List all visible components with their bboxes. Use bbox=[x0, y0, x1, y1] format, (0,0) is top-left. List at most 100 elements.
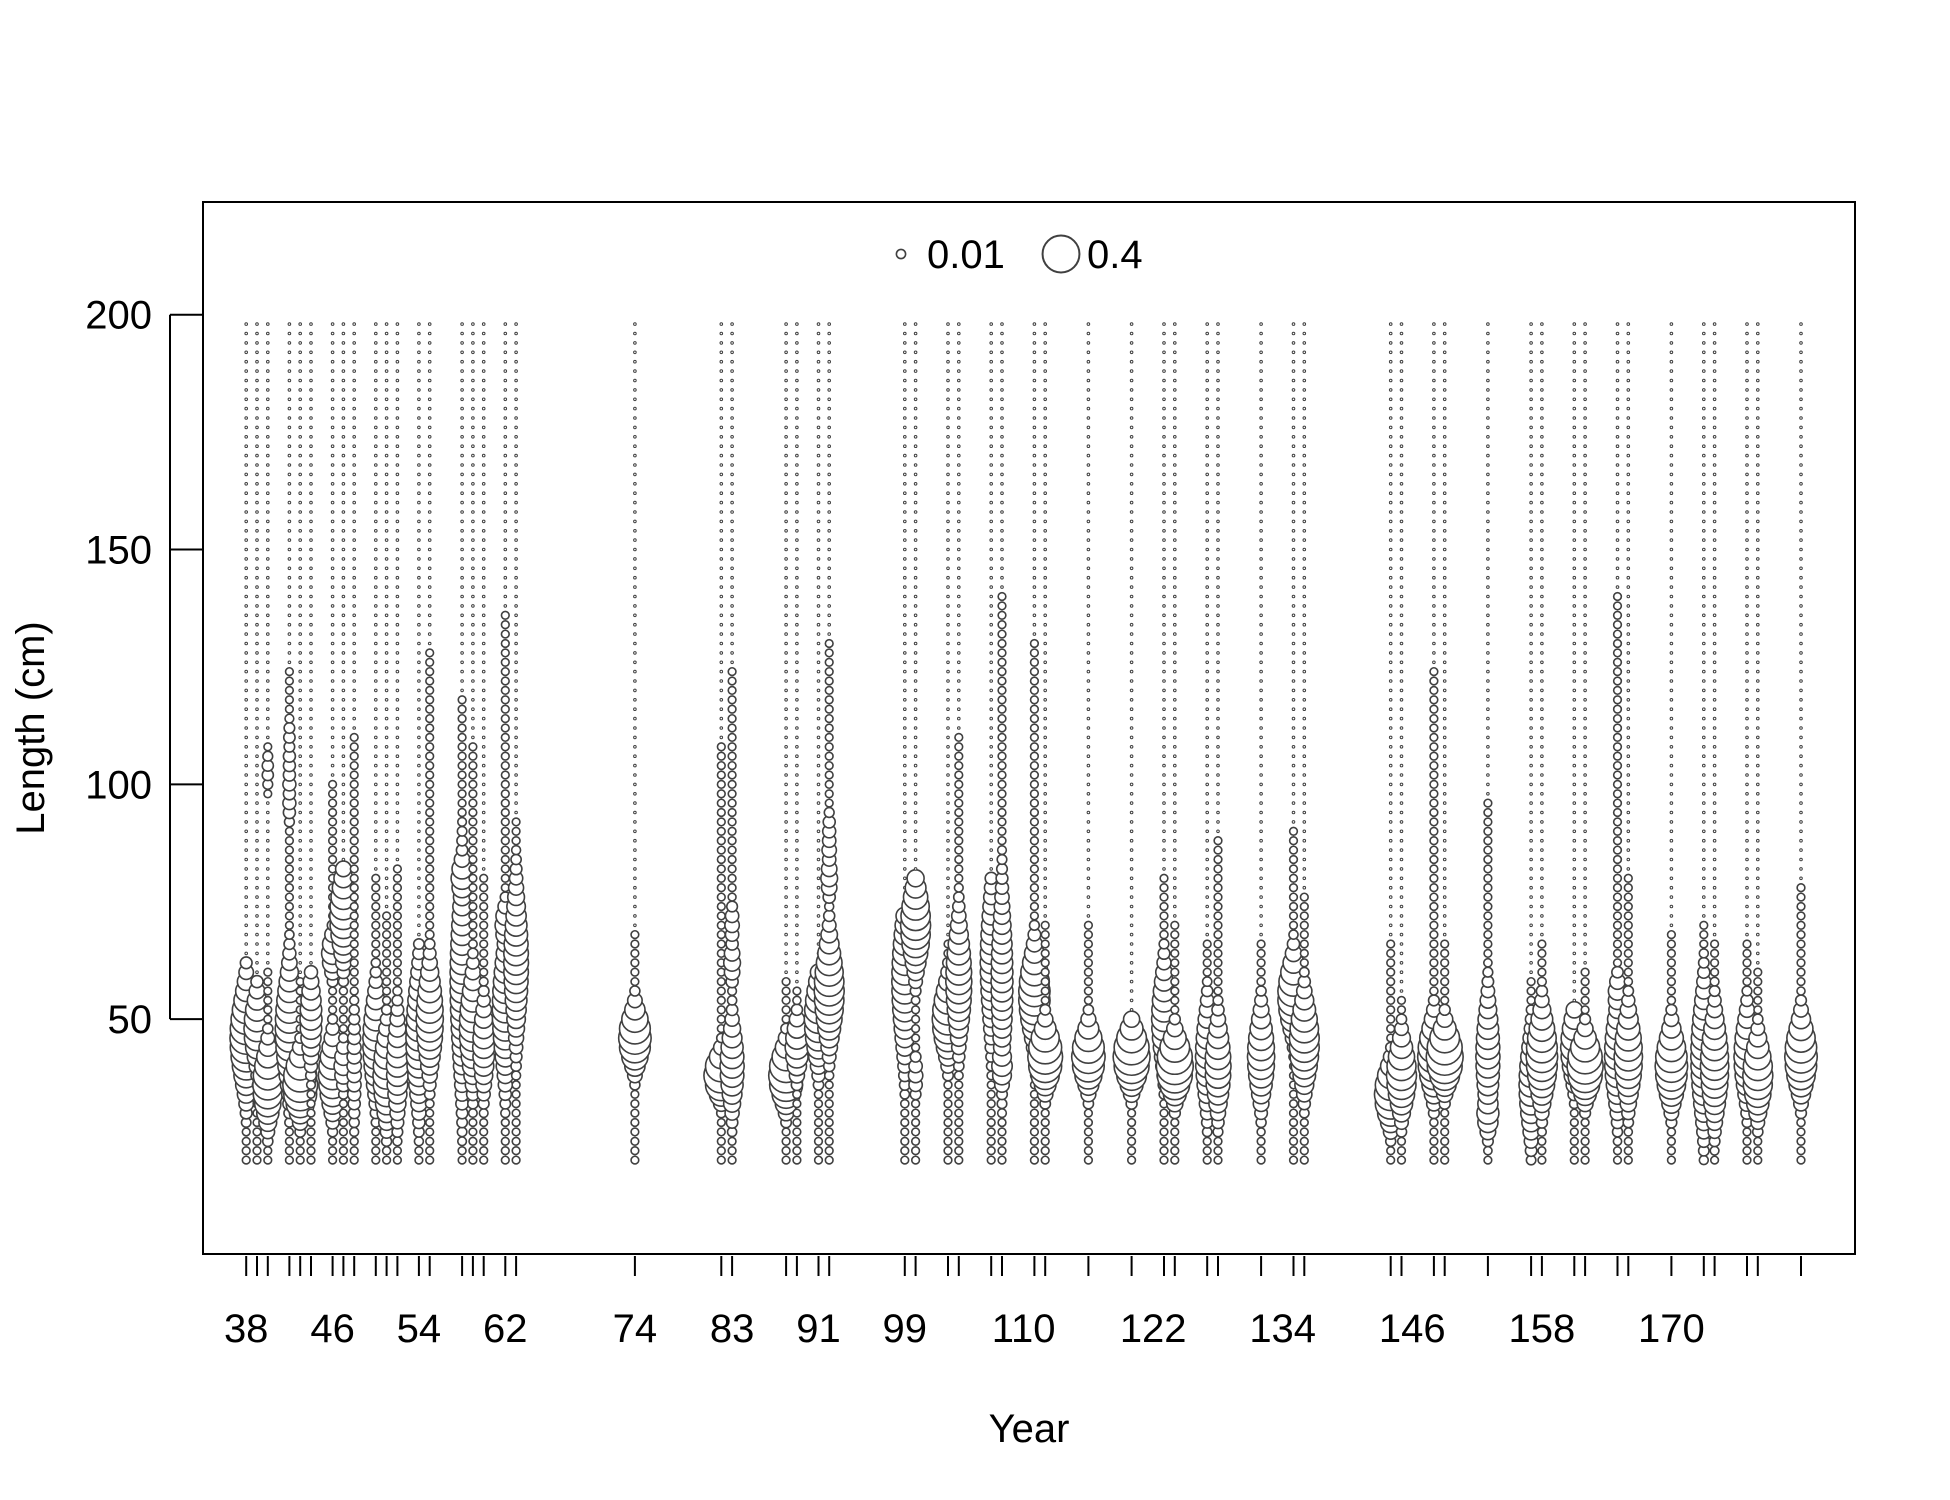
bubble bbox=[1288, 1108, 1299, 1118]
bubble bbox=[427, 359, 432, 364]
bubble bbox=[1288, 892, 1299, 902]
bubble bbox=[792, 1099, 802, 1109]
bubble bbox=[1529, 538, 1533, 542]
bubble bbox=[427, 378, 432, 383]
bubble bbox=[384, 857, 389, 862]
bubble bbox=[784, 932, 788, 937]
bubble bbox=[989, 782, 994, 787]
bubble bbox=[266, 435, 270, 439]
bubble bbox=[1205, 613, 1209, 618]
bubble bbox=[255, 716, 259, 721]
bubble bbox=[295, 1146, 305, 1156]
bubble bbox=[384, 716, 389, 721]
bubble bbox=[1259, 369, 1263, 373]
bubble bbox=[1162, 707, 1166, 712]
bubble bbox=[827, 416, 832, 420]
bubble bbox=[1669, 679, 1674, 683]
bubble bbox=[395, 378, 400, 383]
bubble bbox=[1483, 873, 1493, 883]
bubble bbox=[244, 397, 248, 402]
bubble bbox=[1083, 976, 1094, 987]
bubble bbox=[1486, 491, 1490, 496]
bubble bbox=[1529, 829, 1533, 834]
bubble bbox=[1540, 359, 1544, 364]
bubble bbox=[946, 416, 950, 420]
bubble bbox=[989, 425, 994, 430]
bubble bbox=[1388, 838, 1393, 843]
bubble bbox=[338, 1155, 349, 1165]
bubble bbox=[1529, 547, 1533, 552]
bubble bbox=[500, 638, 510, 649]
bubble bbox=[460, 406, 464, 411]
bubble bbox=[1302, 651, 1307, 655]
bubble bbox=[266, 895, 270, 899]
bubble bbox=[1537, 1136, 1547, 1146]
bubble bbox=[514, 463, 518, 467]
bubble bbox=[1572, 698, 1577, 702]
bubble bbox=[309, 359, 313, 364]
bubble bbox=[1086, 726, 1091, 730]
bubble bbox=[481, 773, 486, 777]
bubble bbox=[1540, 829, 1544, 834]
bubble bbox=[468, 770, 478, 780]
bubble bbox=[946, 472, 950, 477]
bubble bbox=[1000, 566, 1004, 571]
bubble bbox=[1083, 958, 1094, 968]
bubble bbox=[1043, 669, 1047, 674]
bubble bbox=[989, 491, 994, 496]
bubble bbox=[903, 669, 907, 674]
bubble bbox=[630, 939, 640, 949]
bubble bbox=[1540, 651, 1544, 655]
bubble bbox=[287, 472, 292, 477]
bubble bbox=[1572, 529, 1577, 533]
bubble bbox=[1302, 378, 1307, 383]
bubble bbox=[1626, 810, 1631, 815]
bubble bbox=[909, 1050, 922, 1063]
bubble bbox=[1216, 594, 1220, 599]
bubble bbox=[816, 350, 821, 355]
bubble bbox=[946, 669, 950, 674]
bubble bbox=[913, 726, 918, 730]
bubble bbox=[957, 463, 961, 467]
bubble bbox=[716, 1127, 726, 1137]
bubble bbox=[1583, 951, 1587, 956]
bubble bbox=[1162, 632, 1166, 636]
bubble bbox=[503, 575, 508, 580]
bubble bbox=[1259, 857, 1263, 862]
bubble bbox=[427, 388, 432, 392]
bubble bbox=[1572, 735, 1577, 740]
bubble bbox=[1162, 350, 1166, 355]
bubble bbox=[341, 754, 346, 759]
bubble bbox=[946, 491, 950, 496]
bubble bbox=[1432, 575, 1436, 580]
bubble bbox=[1302, 632, 1307, 636]
bubble bbox=[953, 1070, 964, 1081]
bubble bbox=[1216, 472, 1220, 477]
bubble bbox=[1205, 575, 1209, 580]
bubble bbox=[514, 538, 518, 542]
bubble bbox=[425, 760, 435, 771]
bubble bbox=[1086, 904, 1091, 909]
bubble bbox=[781, 1005, 791, 1015]
bubble bbox=[349, 770, 359, 780]
bubble bbox=[792, 1108, 802, 1118]
bubble bbox=[500, 760, 510, 771]
bubble bbox=[989, 792, 994, 796]
bubble bbox=[946, 463, 950, 467]
bubble bbox=[1162, 782, 1166, 787]
bubble bbox=[913, 698, 918, 702]
bubble bbox=[957, 397, 961, 402]
bubble bbox=[481, 482, 486, 486]
bubble bbox=[349, 976, 359, 987]
bubble bbox=[1291, 482, 1296, 486]
bubble bbox=[266, 575, 270, 580]
bubble bbox=[795, 341, 799, 345]
bubble bbox=[244, 801, 248, 805]
bubble bbox=[374, 716, 378, 721]
bubble bbox=[481, 763, 486, 768]
bubble bbox=[1540, 707, 1544, 712]
bubble bbox=[1043, 641, 1047, 646]
bubble bbox=[1259, 463, 1263, 467]
bubble bbox=[1540, 594, 1544, 599]
bubble bbox=[1669, 425, 1674, 430]
